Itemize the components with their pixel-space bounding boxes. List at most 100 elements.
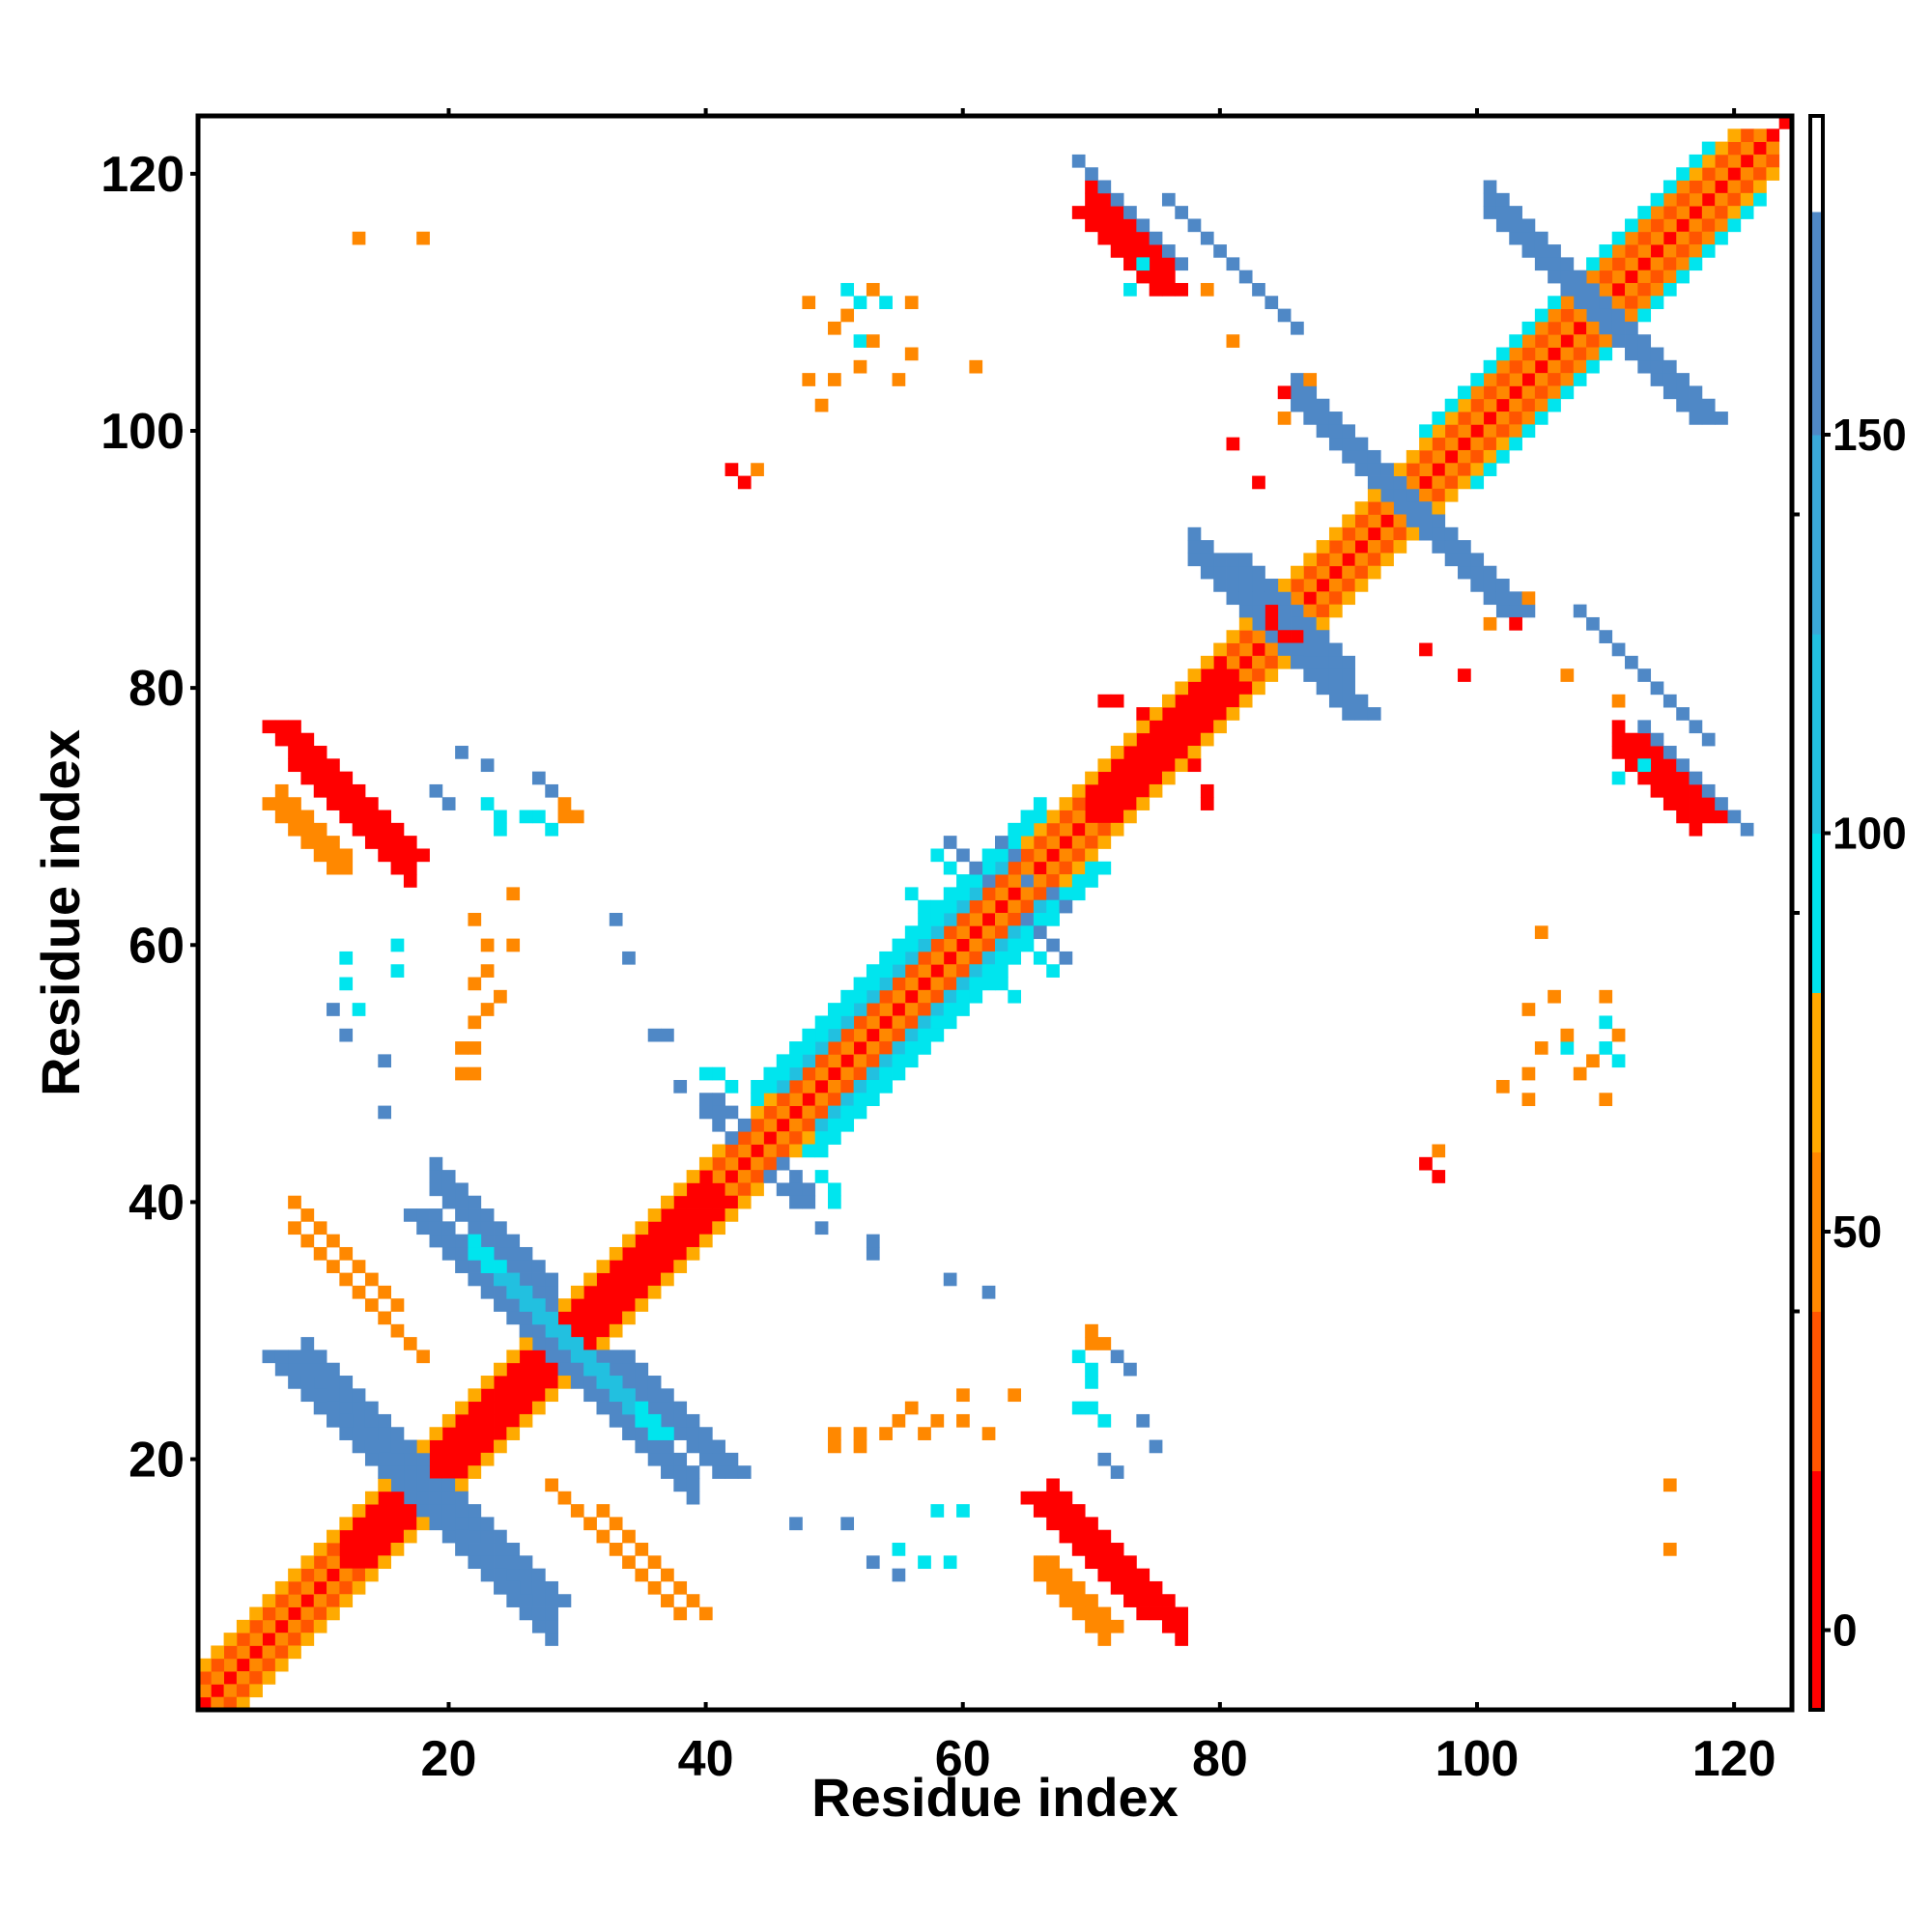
heatmap-cell: [1432, 526, 1446, 541]
heatmap-cell: [1059, 797, 1073, 810]
heatmap-cell: [647, 1285, 662, 1299]
heatmap-cell: [622, 1350, 636, 1364]
heatmap-cell: [1291, 604, 1304, 618]
heatmap-cell: [300, 1580, 315, 1595]
heatmap-cell: [1008, 887, 1022, 901]
heatmap-cell: [853, 296, 867, 309]
heatmap-cell: [956, 938, 970, 952]
heatmap-cell: [673, 1606, 688, 1621]
heatmap-cell: [686, 1427, 700, 1440]
heatmap-cell: [1033, 899, 1047, 914]
heatmap-cell: [378, 836, 391, 849]
heatmap-cell: [1560, 296, 1575, 309]
heatmap-cell: [327, 1003, 340, 1016]
heatmap-cell: [1534, 1041, 1548, 1055]
heatmap-cell: [236, 1633, 250, 1646]
heatmap-cell: [1470, 412, 1485, 425]
heatmap-cell: [468, 1401, 482, 1415]
heatmap-cell: [1085, 822, 1098, 837]
heatmap-cell: [1161, 771, 1176, 785]
heatmap-cell: [853, 1439, 867, 1454]
heatmap-cell: [814, 1079, 829, 1094]
heatmap-cell: [661, 1208, 674, 1222]
heatmap-cell: [468, 1504, 482, 1518]
heatmap-cell: [776, 1054, 790, 1068]
heatmap-cell: [956, 874, 970, 888]
heatmap-cell: [390, 1491, 405, 1505]
heatmap-cell: [763, 1105, 778, 1120]
heatmap-cell: [1367, 488, 1381, 502]
x-tick-label: 40: [678, 1731, 734, 1787]
heatmap-cell: [763, 1131, 778, 1145]
heatmap-cell: [531, 1388, 546, 1403]
heatmap-cell: [364, 1491, 379, 1505]
heatmap-cell: [661, 1452, 674, 1466]
heatmap-cell: [724, 1195, 739, 1209]
heatmap-cell: [390, 1478, 405, 1492]
heatmap-cell: [506, 1376, 521, 1389]
heatmap-cell: [274, 720, 289, 734]
heatmap-cell: [1123, 732, 1137, 747]
heatmap-cell: [455, 1465, 469, 1479]
heatmap-cell: [904, 887, 919, 901]
heatmap-cell: [1521, 604, 1536, 618]
heatmap-cell: [1097, 1452, 1112, 1466]
heatmap-cell: [1110, 822, 1124, 837]
heatmap-cell: [1328, 694, 1343, 708]
heatmap-cell: [635, 1376, 649, 1389]
heatmap-cell: [1328, 668, 1343, 682]
heatmap-cell: [776, 1093, 790, 1106]
heatmap-cell: [1650, 681, 1664, 696]
heatmap-cell: [1662, 373, 1677, 386]
heatmap-cell: [763, 1093, 778, 1106]
heatmap-cell: [1264, 668, 1279, 682]
heatmap-cell: [1097, 1413, 1112, 1428]
heatmap-cell: [468, 1041, 482, 1055]
heatmap-cell: [1342, 540, 1355, 554]
heatmap-cell: [943, 989, 957, 1004]
heatmap-cell: [1740, 141, 1754, 156]
heatmap-cell: [1380, 526, 1394, 541]
heatmap-cell: [1033, 861, 1047, 875]
heatmap-cell: [1495, 424, 1510, 439]
heatmap-cell: [1548, 257, 1561, 271]
heatmap-cell: [1560, 668, 1575, 682]
heatmap-cell: [416, 231, 430, 245]
heatmap-cell: [596, 1529, 611, 1544]
heatmap-cell: [622, 1285, 636, 1299]
heatmap-cell: [1458, 565, 1471, 580]
heatmap-cell: [1046, 899, 1060, 914]
heatmap-cell: [429, 1452, 443, 1466]
heatmap-cell: [364, 1452, 379, 1466]
heatmap-cell: [1444, 488, 1459, 502]
heatmap-cell: [288, 758, 301, 773]
heatmap-cell: [866, 1028, 880, 1042]
heatmap-cell: [1495, 206, 1510, 219]
heatmap-cell: [1715, 810, 1728, 824]
heatmap-cell: [339, 977, 354, 991]
heatmap-cell: [313, 1543, 327, 1556]
heatmap-cell: [1303, 565, 1318, 580]
heatmap-cell: [1342, 449, 1355, 464]
heatmap-cell: [1213, 668, 1227, 682]
heatmap-cell: [429, 1517, 443, 1531]
heatmap-cell: [1419, 501, 1433, 515]
heatmap-cell: [1367, 475, 1381, 490]
heatmap-cell: [904, 989, 919, 1004]
heatmap-cell: [506, 1350, 521, 1364]
heatmap-cell: [1483, 180, 1497, 194]
heatmap-cell: [1046, 822, 1060, 837]
heatmap-cell: [1110, 783, 1124, 798]
heatmap-cell: [1008, 861, 1022, 875]
heatmap-cell: [1419, 463, 1433, 476]
heatmap-cell: [635, 1221, 649, 1236]
heatmap-cell: [1071, 836, 1086, 849]
heatmap-cell: [661, 1388, 674, 1403]
heatmap-cell: [1291, 385, 1304, 400]
heatmap-cell: [519, 1272, 533, 1287]
colorbar-segment: [1810, 116, 1823, 213]
heatmap-cell: [211, 1645, 225, 1660]
heatmap-cell: [737, 1170, 752, 1183]
heatmap-cell: [1303, 579, 1318, 592]
